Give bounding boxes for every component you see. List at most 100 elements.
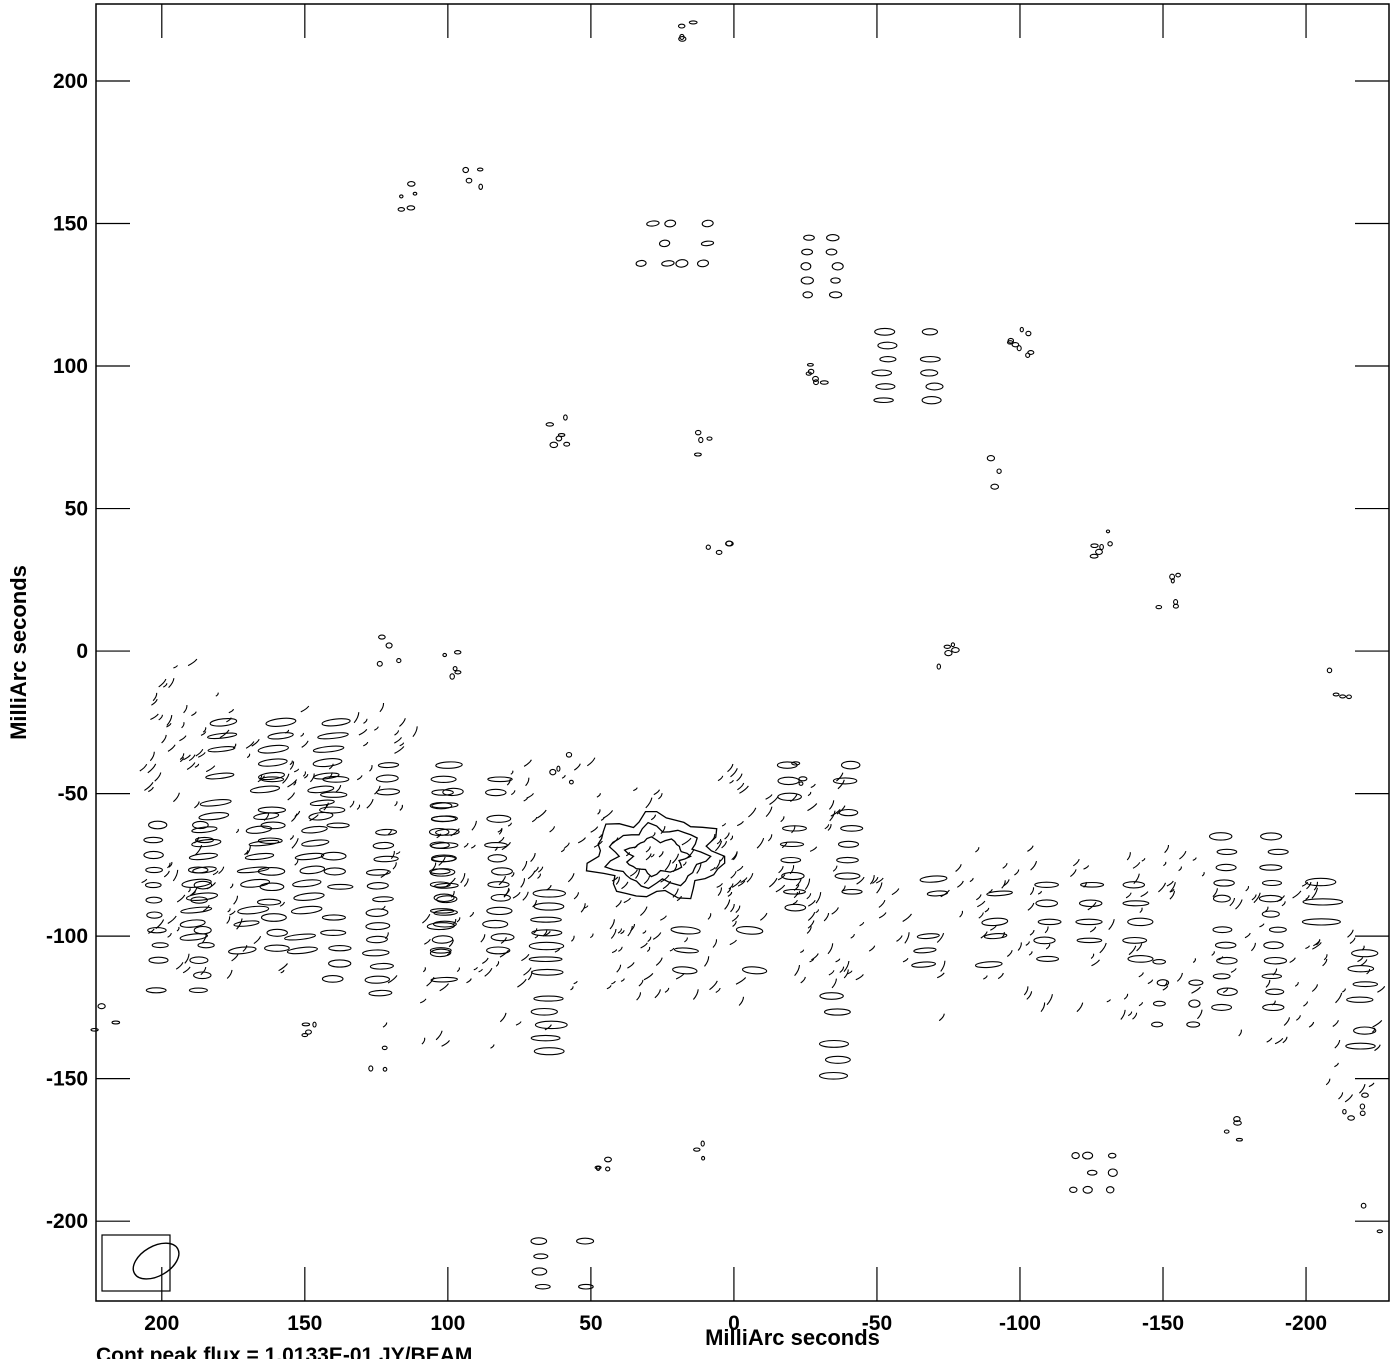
contour-fragment bbox=[810, 783, 816, 789]
contour-blob bbox=[1261, 879, 1283, 887]
contour-fragment bbox=[167, 933, 172, 938]
contour-fragment bbox=[1017, 942, 1022, 951]
contour-blob bbox=[490, 933, 515, 942]
contour-fragment bbox=[1003, 879, 1010, 887]
contour-fragment bbox=[1132, 862, 1141, 869]
contour-speck bbox=[1099, 543, 1104, 551]
contour-blob bbox=[784, 903, 807, 912]
contour-fragment bbox=[522, 891, 529, 901]
contour-fragment bbox=[139, 763, 148, 772]
contour-fragment bbox=[203, 904, 210, 912]
contour-fragment bbox=[1125, 892, 1132, 899]
contour-fragment bbox=[1230, 968, 1237, 973]
contour-fragment bbox=[1325, 1078, 1331, 1086]
contour-fragment bbox=[590, 933, 594, 939]
contour-fragment bbox=[187, 887, 191, 893]
contour-fragment bbox=[1235, 899, 1243, 910]
contour-blob bbox=[532, 889, 567, 898]
contour-cluster bbox=[179, 717, 351, 955]
contour-fragment bbox=[645, 853, 652, 861]
contour-fragment bbox=[709, 980, 718, 991]
contour-fragment bbox=[610, 928, 617, 939]
contour-fragment bbox=[615, 900, 622, 908]
contour-fragment bbox=[1001, 931, 1005, 939]
contour-fragment bbox=[823, 913, 830, 922]
contour-fragment bbox=[1030, 860, 1038, 871]
contour-speck bbox=[442, 652, 448, 658]
contour-fragment bbox=[183, 754, 191, 761]
contour-fragment bbox=[1272, 968, 1278, 976]
contour-fragment bbox=[452, 918, 457, 926]
contour-blob bbox=[1214, 941, 1237, 949]
contour-fragment bbox=[300, 732, 304, 737]
contour-fragment bbox=[176, 926, 180, 932]
contour-fragment bbox=[827, 824, 832, 831]
contour-blob bbox=[372, 896, 394, 903]
contour-blob bbox=[362, 949, 390, 957]
contour-fragment bbox=[309, 773, 315, 783]
contour-speck-group bbox=[805, 362, 829, 386]
contour-blob bbox=[429, 908, 455, 914]
contour-blob bbox=[1216, 987, 1238, 997]
contour-fragment bbox=[684, 937, 688, 943]
contour-fragment bbox=[448, 939, 454, 948]
contour-blob bbox=[528, 956, 563, 963]
contour-fragment bbox=[158, 678, 167, 688]
contour-blob bbox=[879, 356, 897, 363]
contour-blob bbox=[664, 219, 677, 228]
contour-blob bbox=[435, 761, 463, 769]
contour-fragment bbox=[1163, 980, 1168, 987]
contour-fragment bbox=[977, 900, 986, 908]
contour-fragment bbox=[800, 976, 806, 984]
contour-fragment bbox=[499, 949, 510, 958]
contour-fragment bbox=[163, 683, 168, 688]
contour-fragment bbox=[511, 872, 515, 878]
contour-blob bbox=[1353, 1026, 1377, 1035]
contour-fragment bbox=[1026, 991, 1033, 1000]
contour-fragment bbox=[997, 972, 1004, 980]
contour-blob bbox=[301, 839, 330, 847]
contour-fragment bbox=[1334, 1062, 1339, 1068]
contour-speck bbox=[449, 673, 455, 680]
x-tick-label: 100 bbox=[430, 1312, 465, 1335]
contour-fragment bbox=[654, 989, 661, 999]
contour-blob bbox=[193, 971, 212, 980]
contour-blob bbox=[1262, 1003, 1285, 1012]
contour-fragment bbox=[537, 809, 547, 819]
contour-blob bbox=[1208, 832, 1233, 841]
contour-blob bbox=[369, 962, 394, 970]
contour-fragment bbox=[205, 765, 216, 773]
contour-speck-group bbox=[705, 540, 734, 555]
contour-fragment bbox=[245, 741, 255, 749]
contour-fragment bbox=[640, 942, 648, 949]
contour-fragment bbox=[1091, 959, 1100, 967]
contour-fragment bbox=[384, 932, 389, 940]
contour-blob bbox=[248, 839, 280, 847]
contour-speck bbox=[549, 768, 557, 776]
contour-blob bbox=[836, 856, 859, 864]
contour-fragment bbox=[1305, 945, 1310, 950]
contour-blob bbox=[1069, 1186, 1078, 1193]
contour-fragment bbox=[179, 756, 184, 763]
contour-fragment bbox=[1305, 895, 1310, 900]
contour-fragment bbox=[617, 928, 622, 934]
contour-fragment bbox=[1322, 958, 1328, 967]
contour-blob bbox=[834, 872, 861, 880]
contour-blob bbox=[257, 806, 287, 814]
contour-blob bbox=[534, 1283, 551, 1290]
contour-blob bbox=[148, 820, 168, 830]
contour-fragment bbox=[422, 967, 426, 973]
contour-fragment bbox=[1037, 890, 1042, 895]
contour-fragments bbox=[139, 723, 309, 979]
contour-fragment bbox=[309, 814, 319, 822]
contour-fragment bbox=[731, 914, 740, 922]
contour-fragment bbox=[395, 851, 401, 855]
contour-blob bbox=[308, 811, 334, 821]
contour-fragment bbox=[837, 779, 845, 790]
contour-fragment bbox=[573, 980, 578, 985]
contour-blob bbox=[530, 916, 562, 923]
contour-blob bbox=[1263, 941, 1284, 950]
contour-fragment bbox=[1139, 907, 1143, 914]
contour-blob bbox=[375, 774, 399, 783]
contour-fragment bbox=[623, 897, 631, 904]
